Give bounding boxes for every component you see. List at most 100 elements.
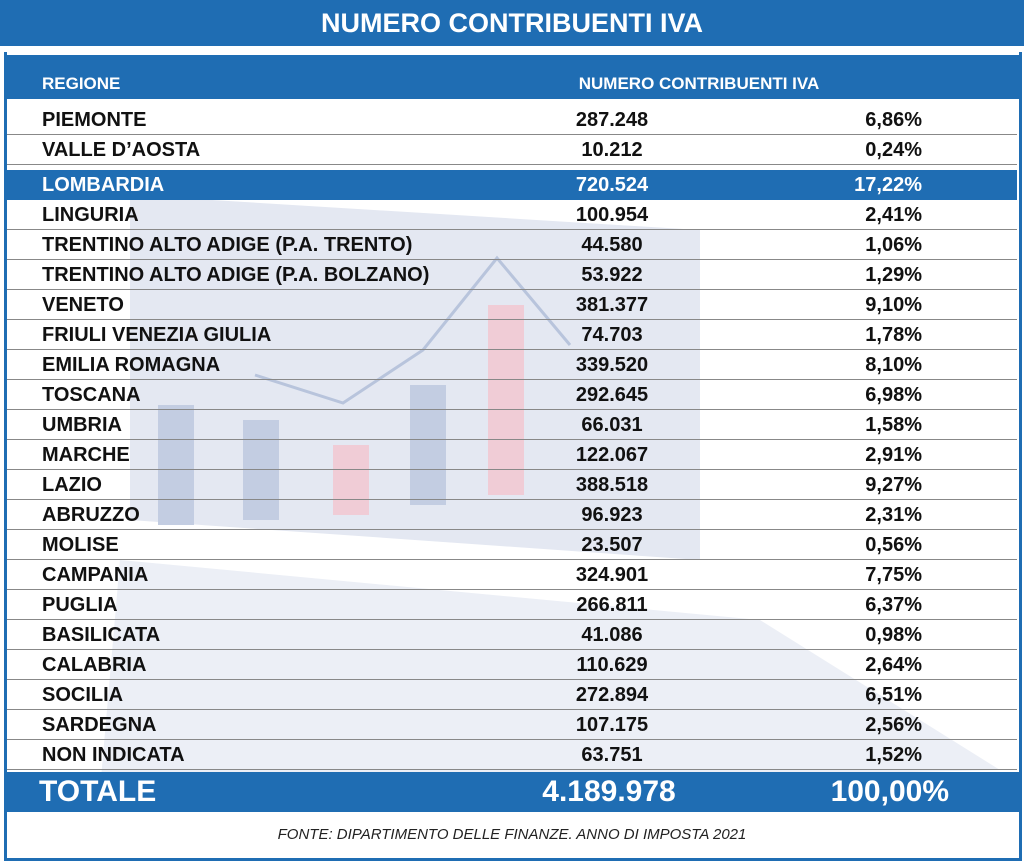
contributor-count: 110.629 <box>576 654 648 676</box>
contributor-count: 41.086 <box>581 624 643 646</box>
region: SARDEGNA <box>42 714 157 736</box>
column-header: NUMERO CONTRIBUENTI IVA <box>578 74 820 93</box>
region: UMBRIA <box>42 414 122 436</box>
percent-share: 2,91% <box>865 444 922 466</box>
percent-share: 1,29% <box>865 264 922 286</box>
contributor-count: 122.067 <box>575 444 649 466</box>
contributor-count: 720.524 <box>575 174 649 196</box>
region: NON INDICATA <box>42 744 185 766</box>
contributor-count: 272.894 <box>575 684 649 706</box>
percent-share: 2,64% <box>865 654 922 676</box>
contributor-count: 96.923 <box>581 504 643 526</box>
column-header: REGIONE <box>42 74 121 93</box>
total-number: 4.189.978 <box>542 775 676 808</box>
region: CAMPANIA <box>42 564 149 586</box>
region: SOCILIA <box>42 684 124 706</box>
table-row: BASILICATA 41.086 0,98% <box>7 620 1017 650</box>
table-row: SOCILIA 272.894 6,51% <box>7 680 1017 710</box>
table-row: VALLE D’AOSTA 10.212 0,24% <box>7 135 1017 165</box>
percent-share: 1,52% <box>865 744 922 766</box>
contributor-count: 324.901 <box>575 564 649 586</box>
region: MARCHE <box>42 444 130 466</box>
contributor-count: 266.811 <box>576 594 648 616</box>
table-row: CALABRIA 110.629 2,64% <box>7 650 1017 680</box>
region: TRENTINO ALTO ADIGE (P.A. TRENTO) <box>42 234 413 256</box>
region: FRIULI VENEZIA GIULIA <box>42 324 272 346</box>
region: VENETO <box>42 294 124 316</box>
region: TOSCANA <box>42 384 141 406</box>
contributor-count: 63.751 <box>581 744 643 766</box>
percent-share: 7,75% <box>865 564 922 586</box>
percent-share: 9,10% <box>865 294 922 316</box>
table-row: EMILIA ROMAGNA 339.520 8,10% <box>7 350 1017 380</box>
region: PIEMONTE <box>42 109 147 131</box>
table-header: REGIONE NUMERO CONTRIBUENTI IVA <box>4 55 1020 99</box>
region: MOLISE <box>42 534 119 556</box>
region: CALABRIA <box>42 654 147 676</box>
percent-share: 9,27% <box>865 474 922 496</box>
table-row: ABRUZZO 96.923 2,31% <box>7 500 1017 530</box>
percent-share: 2,56% <box>865 714 922 736</box>
table-row: TRENTINO ALTO ADIGE (P.A. TRENTO) 44.580 1… <box>7 230 1017 260</box>
title: NUMERO CONTRIBUENTI IVA <box>0 0 1024 46</box>
table-row: FRIULI VENEZIA GIULIA 74.703 1,78% <box>7 320 1017 350</box>
table-row: MOLISE 23.507 0,56% <box>7 530 1017 560</box>
table-row: MARCHE 122.067 2,91% <box>7 440 1017 470</box>
contributor-count: 287.248 <box>575 109 649 131</box>
table-row: CAMPANIA 324.901 7,75% <box>7 560 1017 590</box>
region: LINGURIA <box>42 204 139 226</box>
contributor-count: 388.518 <box>575 474 649 496</box>
percent-share: 8,10% <box>865 354 922 376</box>
source-note: FONTE: DIPARTIMENTO DELLE FINANZE. ANNO … <box>277 826 747 843</box>
region: LAZIO <box>42 474 102 496</box>
table-row: PUGLIA 266.811 6,37% <box>7 590 1017 620</box>
percent-share: 1,78% <box>865 324 922 346</box>
percent-share: 0,24% <box>865 139 922 161</box>
contributor-count: 339.520 <box>575 354 649 376</box>
percent-share: 17,22% <box>854 174 922 196</box>
contributor-count: 10.212 <box>581 139 643 161</box>
table-row: PIEMONTE 287.248 6,86% <box>7 105 1017 135</box>
total-label: TOTALE <box>39 775 157 808</box>
percent-share: 0,56% <box>865 534 922 556</box>
contributor-count: 381.377 <box>575 294 649 316</box>
contributor-count: 23.507 <box>581 534 643 556</box>
table-row: LAZIO 388.518 9,27% <box>7 470 1017 500</box>
percent-share: 0,98% <box>865 624 922 646</box>
table-row: TRENTINO ALTO ADIGE (P.A. BOLZANO) 53.922… <box>7 260 1017 290</box>
table-row: TOSCANA 292.645 6,98% <box>7 380 1017 410</box>
percent-share: 6,98% <box>865 384 922 406</box>
percent-share: 2,31% <box>865 504 922 526</box>
contributor-count: 74.703 <box>581 324 643 346</box>
region: LOMBARDIA <box>42 174 165 196</box>
percent-share: 6,51% <box>865 684 922 706</box>
percent-share: 6,86% <box>865 109 922 131</box>
table-row: VENETO 381.377 9,10% <box>7 290 1017 320</box>
total-row: TOTALE 4.189.978 100,00% <box>4 772 1020 812</box>
contributor-count: 107.175 <box>575 714 649 736</box>
contributor-count: 66.031 <box>581 414 643 436</box>
region: ABRUZZO <box>42 504 140 526</box>
contributor-count: 100.954 <box>575 204 649 226</box>
table-row: LINGURIA 100.954 2,41% <box>7 200 1017 230</box>
table-row: LOMBARDIA 720.524 17,22% <box>7 170 1017 200</box>
region: BASILICATA <box>42 624 161 646</box>
contributor-count: 292.645 <box>575 384 649 406</box>
region: PUGLIA <box>42 594 118 616</box>
region: VALLE D’AOSTA <box>42 139 201 161</box>
percent-share: 1,58% <box>865 414 922 436</box>
contributor-count: 44.580 <box>581 234 643 256</box>
contributor-count: 53.922 <box>581 264 643 286</box>
region: TRENTINO ALTO ADIGE (P.A. BOLZANO) <box>42 264 430 286</box>
percent-share: 2,41% <box>865 204 922 226</box>
total-percent: 100,00% <box>830 775 949 808</box>
percent-share: 1,06% <box>865 234 922 256</box>
table-row: NON INDICATA 63.751 1,52% <box>7 740 1017 770</box>
frame <box>4 52 1022 861</box>
percent-share: 6,37% <box>865 594 922 616</box>
region: EMILIA ROMAGNA <box>42 354 221 376</box>
table-row: SARDEGNA 107.175 2,56% <box>7 710 1017 740</box>
table-row: UMBRIA 66.031 1,58% <box>7 410 1017 440</box>
